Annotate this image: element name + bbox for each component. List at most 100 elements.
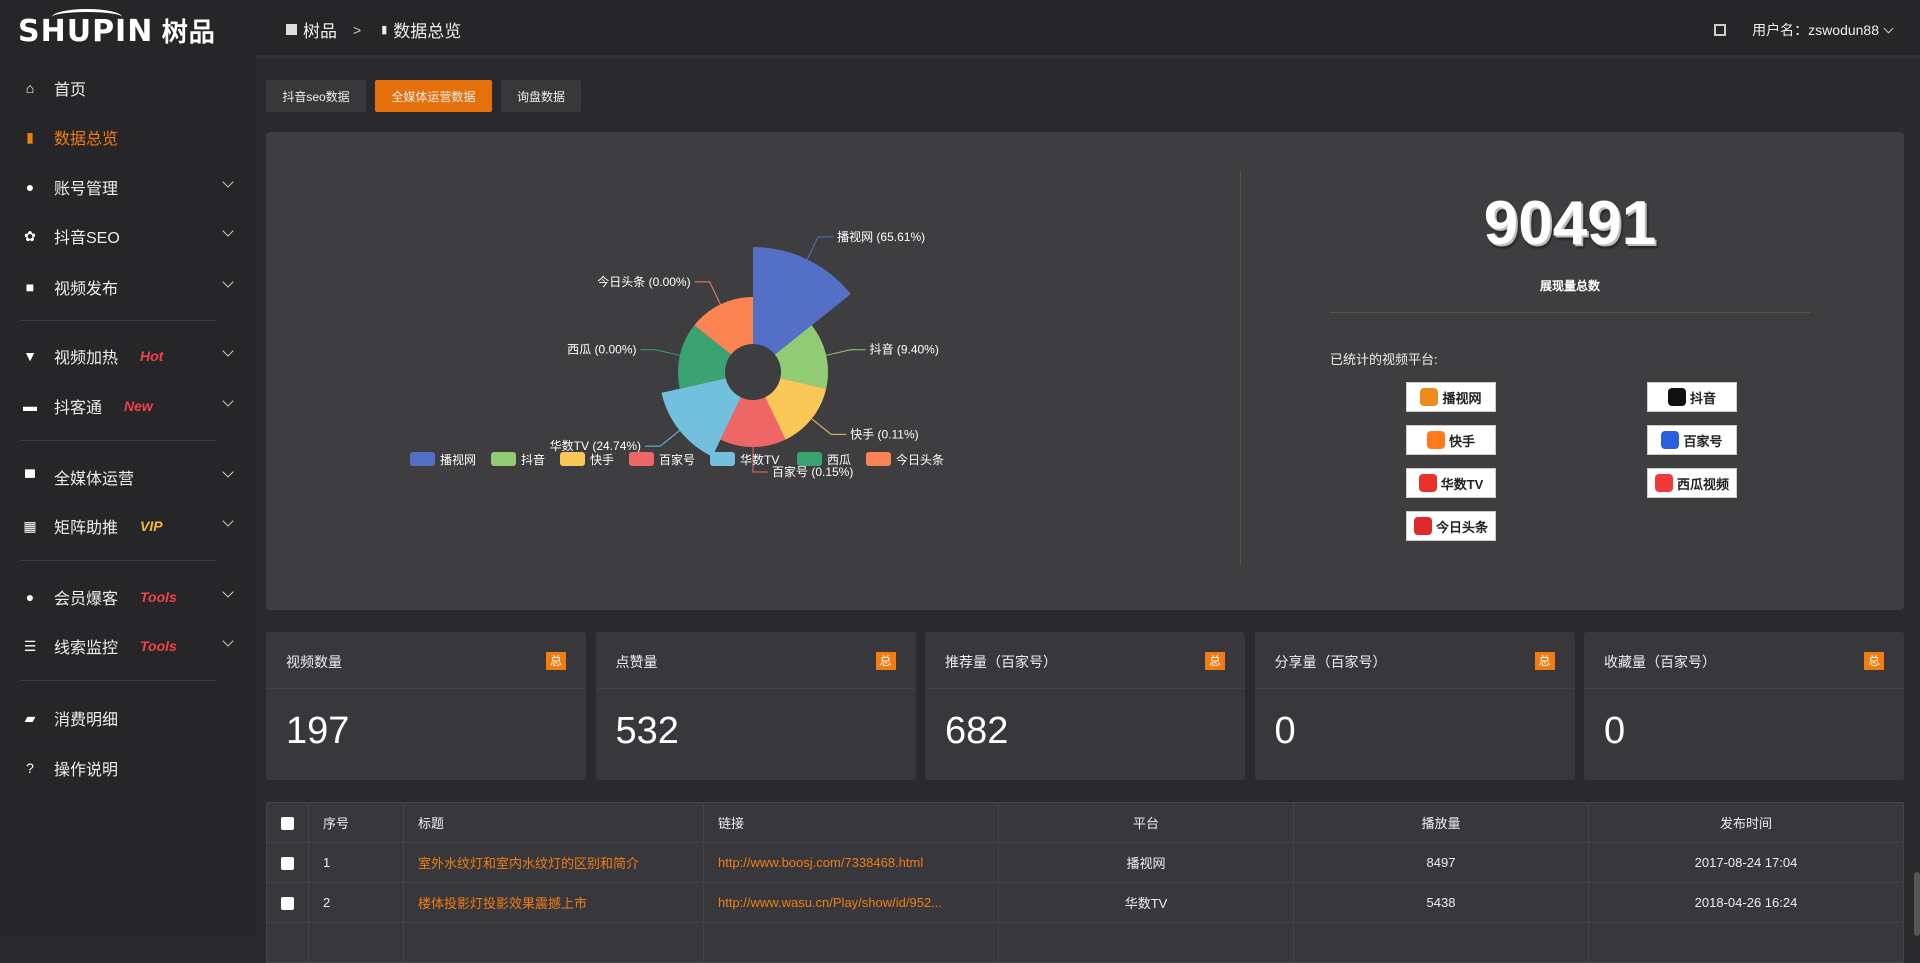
rose-slice <box>694 297 753 355</box>
stat-card: 收藏量（百家号） 总 0 <box>1584 632 1904 780</box>
sidebar-item[interactable]: ▼ 视频加热 Hot <box>22 341 234 371</box>
chevron-down-icon <box>1883 23 1894 33</box>
tab-all-media[interactable]: 全媒体运营数据 <box>375 80 492 112</box>
stat-badge: 总 <box>1205 652 1225 670</box>
image-icon <box>286 24 297 35</box>
breadcrumb-current: 数据总览 <box>393 22 462 41</box>
sidebar-item[interactable]: ▮ 数据总览 <box>22 122 232 152</box>
platform-name: 百家号 <box>1683 433 1723 449</box>
tab-douyin-seo[interactable]: 抖音seo数据 <box>266 80 366 112</box>
breadcrumb-separator: > <box>353 21 362 38</box>
legend-swatch <box>866 452 891 466</box>
sidebar-item-label: 矩阵助推 <box>54 520 119 537</box>
row-no: 2 <box>308 882 404 923</box>
legend-label: 西瓜 <box>827 453 851 467</box>
slice-label: 播视网 (65.61%) <box>837 229 925 244</box>
stat-badge: 总 <box>1864 652 1884 670</box>
sidebar-item-label: 视频发布 <box>54 281 119 298</box>
legend-swatch <box>710 452 735 466</box>
sidebar-item[interactable]: ▦ 矩阵助推 VIP <box>22 511 234 541</box>
sidebar-item[interactable]: ▀ 全媒体运营 <box>22 462 234 492</box>
username[interactable]: 用户名：zswodun88 <box>1752 22 1879 38</box>
user-menu[interactable]: 用户名：zswodun88 <box>1714 20 1894 40</box>
platforms-title: 已统计的视频平台: <box>1330 352 1438 367</box>
row-link[interactable]: http://www.boosj.com/7338468.html <box>703 842 999 883</box>
sidebar-item[interactable]: ? 操作说明 <box>22 753 232 783</box>
stat-badge: 总 <box>546 652 566 670</box>
tab-inquiry[interactable]: 询盘数据 <box>501 80 581 112</box>
legend-label: 抖音 <box>521 452 545 467</box>
stat-badge: 总 <box>875 652 896 670</box>
rose-chart: 播视网 (65.61%) 抖音 (9.40%) 快手 (0.11%) 百家号 (0.1… <box>410 229 944 479</box>
row-link[interactable]: http://www.wasu.cn/Play/show/id/952... <box>703 882 999 923</box>
table-header: 序号 标题 链接 平台 播放量 发布时间 <box>266 802 1904 843</box>
sidebar-item-label: 线索监控 <box>54 640 119 657</box>
stat-value: 0 <box>1604 710 1626 752</box>
legend-label: 今日头条 <box>896 452 944 467</box>
logo-cn: 树品 <box>161 18 216 48</box>
breadcrumb-home[interactable]: 树品 <box>303 22 337 41</box>
platform-logo-mark <box>1426 431 1445 449</box>
row-checkbox[interactable] <box>281 857 294 871</box>
row-platform: 华数TV <box>998 882 1294 923</box>
sidebar-item-label: 抖客通 <box>54 400 103 417</box>
divider <box>20 320 216 321</box>
sidebar-item-label: 抖音SEO <box>54 230 120 247</box>
platform-name: 抖音 <box>1689 390 1716 406</box>
platform-logo-mark <box>1661 431 1680 449</box>
slice-label: 快手 (0.11%) <box>850 427 918 441</box>
sidebar-item-badge: New <box>124 398 153 414</box>
label-line <box>645 430 680 447</box>
sidebar-item[interactable]: ⌂ 首页 <box>22 73 232 103</box>
sidebar-item-label: 消费明细 <box>54 712 119 729</box>
rose-slice <box>678 325 732 389</box>
sidebar-item[interactable]: ✿ 抖音SEO <box>22 221 234 251</box>
label-line <box>826 349 866 356</box>
camera-icon: ■ <box>25 279 35 295</box>
overview-panel: 播视网 (65.61%) 抖音 (9.40%) 快手 (0.11%) 百家号 (0.1… <box>266 132 1904 610</box>
row-plays: 5438 <box>1293 882 1589 923</box>
stat-badge: 总 <box>1534 652 1555 670</box>
legend-swatch <box>629 452 654 466</box>
sidebar-item[interactable]: ▰ 消费明细 <box>22 703 232 733</box>
row-title[interactable]: 室外水纹灯和室内水纹灯的区别和简介 <box>403 842 704 883</box>
fullscreen-icon[interactable] <box>1714 24 1727 36</box>
sidebar-item[interactable]: ☰ 线索监控 Tools <box>22 631 234 661</box>
divider <box>1330 312 1810 313</box>
sidebar-item[interactable]: ● 账号管理 <box>22 172 234 202</box>
row-checkbox[interactable] <box>281 897 294 911</box>
stat-value: 0 <box>1274 710 1296 752</box>
sidebar-item-badge: Tools <box>140 638 177 654</box>
stat-value: 197 <box>286 710 350 752</box>
sidebar-item[interactable]: ▬ 抖客通 New <box>22 391 234 421</box>
sidebar-item[interactable]: ● 会员爆客 Tools <box>22 582 234 612</box>
sidebar-item-label: 数据总览 <box>54 131 119 148</box>
platform-logo: 百家号 <box>1647 425 1737 455</box>
label-line <box>752 447 768 473</box>
torch-icon: ▼ <box>23 348 37 364</box>
sidebar-item-badge: Hot <box>140 348 164 364</box>
stat-card: 视频数量 总 197 <box>266 632 586 780</box>
row-title[interactable]: 楼体投影灯投影效果震撼上市 <box>403 882 704 923</box>
rose-slice <box>765 378 827 440</box>
divider <box>20 680 216 681</box>
divider <box>1254 688 1575 689</box>
sidebar-item-label: 操作说明 <box>54 762 119 779</box>
stat-value: 532 <box>615 710 679 752</box>
rose-slice <box>720 397 786 447</box>
row-no: 1 <box>308 842 404 883</box>
select-all-checkbox[interactable] <box>281 817 294 831</box>
platform-logo-mark <box>1413 517 1432 535</box>
col-platform: 平台 <box>998 802 1294 843</box>
video-table: 序号 标题 链接 平台 播放量 发布时间 1 室外水纹灯和室内水纹灯的区别和简介… <box>266 802 1904 963</box>
sidebar-item-badge: VIP <box>140 518 163 534</box>
table-row[interactable]: 2 楼体投影灯投影效果震撼上市 http://www.wasu.cn/Play/… <box>266 882 1904 923</box>
table-row[interactable]: 1 室外水纹灯和室内水纹灯的区别和简介 http://www.boosj.com… <box>266 842 1904 883</box>
row-time: 2017-08-24 17:04 <box>1588 842 1904 883</box>
stat-value: 682 <box>945 710 1009 752</box>
scrollbar[interactable] <box>1914 872 1920 936</box>
sidebar-item[interactable]: ■ 视频发布 <box>22 272 234 302</box>
logo[interactable]: SHUPIN 树品 <box>18 9 228 52</box>
slice-label: 百家号 (0.15%) <box>772 464 853 479</box>
platform-name: 西瓜视频 <box>1676 476 1729 492</box>
